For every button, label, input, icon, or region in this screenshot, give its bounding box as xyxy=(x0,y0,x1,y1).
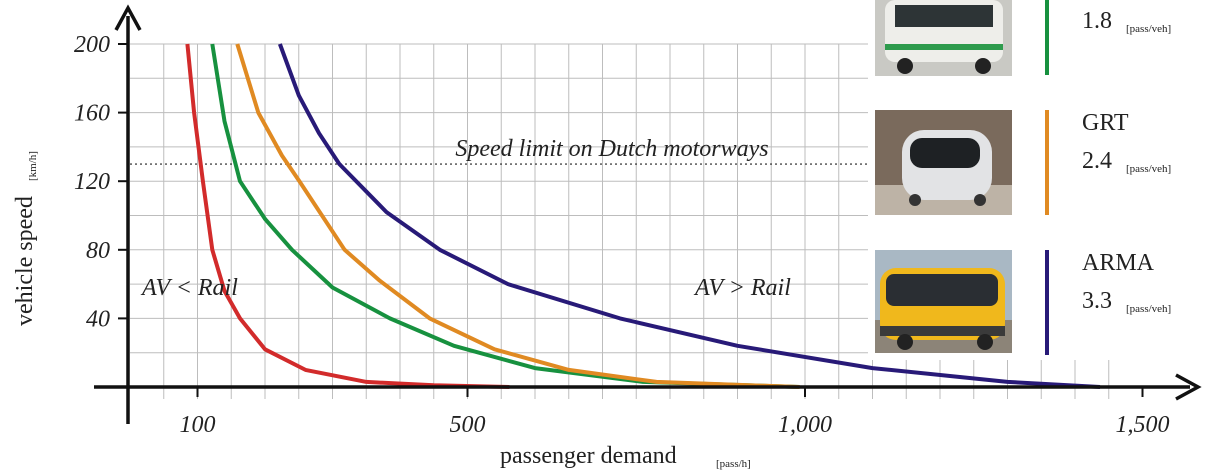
legend-unit: [pass/veh] xyxy=(1126,23,1171,35)
vehicle-photo xyxy=(875,0,1012,76)
x-axis-label: passenger demand xyxy=(500,443,677,469)
reference: Speed limit on Dutch motorways xyxy=(130,136,868,164)
vehicle-photo xyxy=(875,250,1012,353)
y-tick-label: 80 xyxy=(86,238,110,264)
legend-occupancy: 2.4 xyxy=(1082,148,1112,174)
x-tick-label: 1,000 xyxy=(778,412,832,438)
y-axis-label: vehicle speed xyxy=(12,196,38,326)
legend-unit: [pass/veh] xyxy=(1126,163,1171,175)
x-tick-label: 1,500 xyxy=(1116,412,1170,438)
legend-occupancy: 1.8 xyxy=(1082,8,1112,34)
chart: Speed limit on Dutch motorways 1.8 [pass/… xyxy=(0,0,1209,474)
y-tick-label: 40 xyxy=(86,306,110,332)
annotation: AV > Rail xyxy=(693,275,791,301)
reference-label: Speed limit on Dutch motorways xyxy=(455,136,768,162)
y-tick-label: 120 xyxy=(74,169,110,195)
vehicle-photo xyxy=(875,110,1012,215)
annotation: AV < Rail xyxy=(140,275,238,301)
y-axis-unit: [km/h] xyxy=(27,151,39,181)
legend-unit: [pass/veh] xyxy=(1126,303,1171,315)
x-axis-unit: [pass/h] xyxy=(716,458,751,470)
legend-occupancy: 3.3 xyxy=(1082,288,1112,314)
legend-label: GRT xyxy=(1082,110,1129,136)
legend-label: ARMA xyxy=(1082,250,1155,276)
x-tick-label: 100 xyxy=(180,412,216,438)
x-tick-label: 500 xyxy=(450,412,486,438)
y-tick-label: 200 xyxy=(74,32,110,58)
y-tick-label: 160 xyxy=(74,101,110,127)
